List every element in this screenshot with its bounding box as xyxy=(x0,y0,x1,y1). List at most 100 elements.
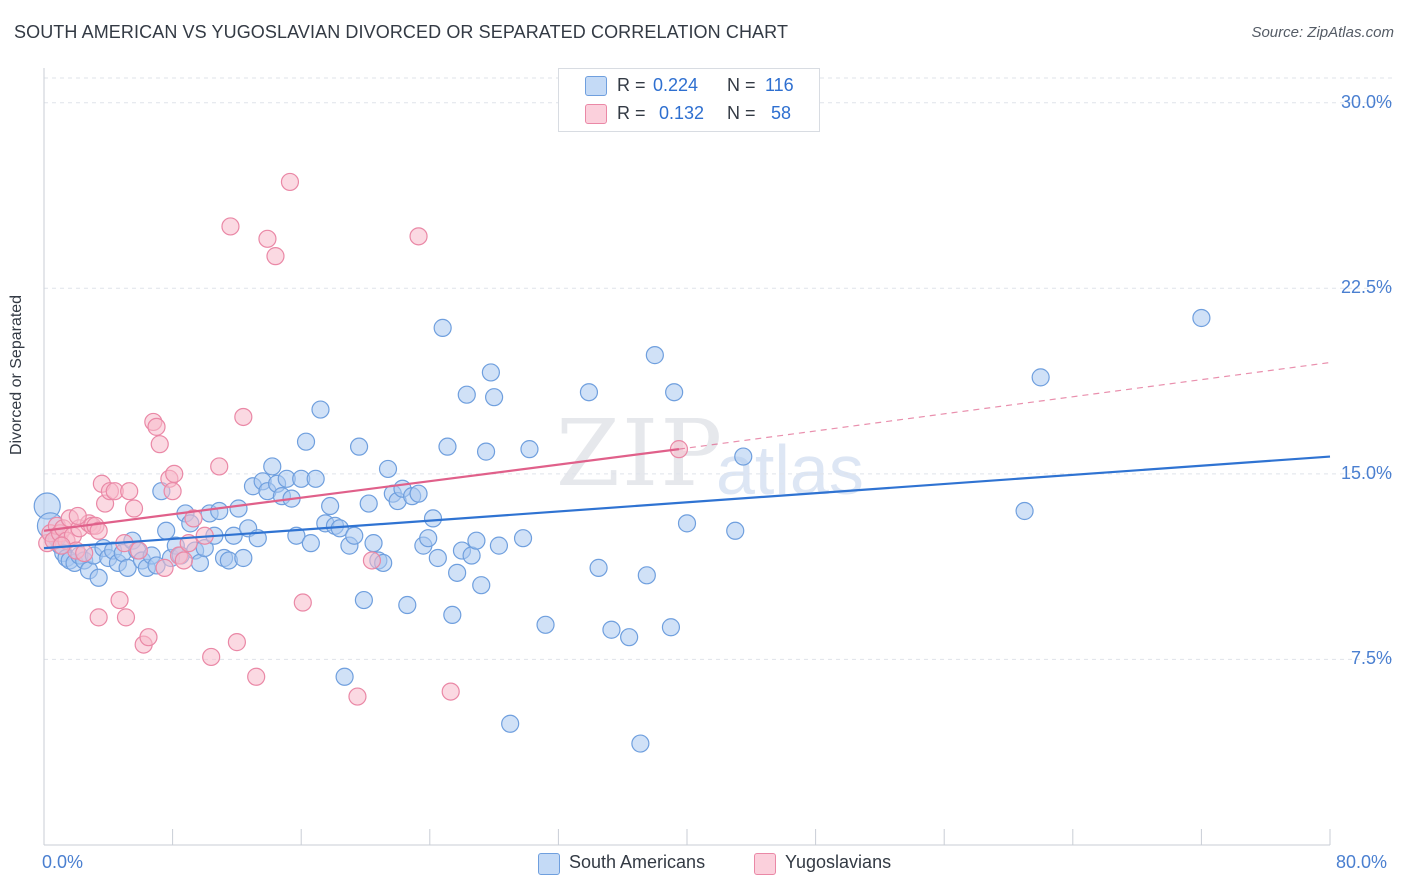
legend-swatch-pink xyxy=(585,104,607,124)
yugoslavians-point-48 xyxy=(280,172,300,192)
legend-n-label: N = xyxy=(727,103,756,123)
south-americans-point-27 xyxy=(157,521,176,540)
trend-lines xyxy=(43,361,1331,550)
south-americans-point-97 xyxy=(501,714,520,733)
yugoslavians-point-45 xyxy=(247,667,266,686)
south-americans-point-111 xyxy=(726,521,745,540)
yugoslavians-point-34 xyxy=(174,551,193,570)
south-americans-point-109 xyxy=(677,514,697,533)
bottom-legend-swatch-pink xyxy=(754,853,776,875)
yugoslavians-point-28 xyxy=(147,417,166,436)
south-americans-point-106 xyxy=(645,346,664,365)
south-americans-point-13 xyxy=(89,568,108,587)
yugoslavians-point-30 xyxy=(155,558,174,577)
yugoslavians-point-23 xyxy=(124,499,144,518)
south-americans-point-89 xyxy=(457,385,476,404)
south-americans-point-113 xyxy=(1031,368,1050,387)
yugoslavians-point-57 xyxy=(163,482,182,501)
south-americans-point-67 xyxy=(349,437,369,456)
south-americans-point-104 xyxy=(620,628,639,647)
yugoslavians-point-37 xyxy=(89,608,108,627)
x-tick-min: 0.0% xyxy=(42,852,84,872)
south-americans-point-73 xyxy=(378,459,398,479)
south-americans-point-101 xyxy=(579,383,599,402)
south-americans-point-115 xyxy=(1192,308,1211,328)
yugoslavians-point-36 xyxy=(184,509,203,528)
source-attribution: Source: ZipAtlas.com xyxy=(1251,24,1394,41)
south-americans-point-91 xyxy=(467,531,486,550)
south-americans-point-82 xyxy=(423,509,443,528)
south-americans-point-87 xyxy=(448,563,467,582)
yugoslavians-point-32 xyxy=(165,464,184,483)
grid-lines xyxy=(44,77,1392,660)
south-americans-point-83 xyxy=(428,548,447,568)
trend-line-south-americans xyxy=(43,455,1331,550)
south-americans-point-84 xyxy=(433,318,452,337)
y-tick-label-1: 15.0% xyxy=(1340,462,1392,483)
yugoslavians-point-42 xyxy=(221,217,240,236)
south-americans-point-92 xyxy=(472,576,491,595)
yugoslavians-point-46 xyxy=(258,229,277,248)
south-americans-point-42 xyxy=(229,499,248,518)
yugoslavians-point-41 xyxy=(210,457,229,476)
yugoslavians-point-51 xyxy=(362,551,382,570)
legend-r-label: R = xyxy=(617,103,646,123)
yugoslavians-point-56 xyxy=(68,506,87,526)
south-americans-point-110 xyxy=(631,734,650,753)
south-americans-point-38 xyxy=(210,501,229,521)
south-americans-point-85 xyxy=(438,437,457,456)
legend-stats: R = 0.224 N = 116 R = 0.132 N = 58 xyxy=(558,68,820,132)
south-americans-point-112 xyxy=(734,447,753,466)
south-americans-point-105 xyxy=(637,566,656,585)
yugoslavians-point-50 xyxy=(348,687,367,706)
south-americans-point-102 xyxy=(589,558,608,577)
y-tick-label-2: 22.5% xyxy=(1340,277,1392,298)
south-americans-point-64 xyxy=(335,667,354,686)
south-americans-point-66 xyxy=(345,526,364,545)
yugoslavians-point-38 xyxy=(116,608,136,627)
yugoslavians-point-47 xyxy=(266,247,285,266)
legend-r-value: 0.132 xyxy=(659,103,705,123)
south-americans-point-58 xyxy=(306,469,325,488)
axes xyxy=(43,68,1331,846)
south-americans-point-49 xyxy=(263,457,282,476)
south-americans-point-93 xyxy=(476,442,496,461)
bottom-legend-label: Yugoslavians xyxy=(785,852,892,872)
yugoslavians-point-20 xyxy=(110,590,129,610)
series-south-americans xyxy=(33,308,1211,753)
south-americans-point-57 xyxy=(301,534,320,553)
south-americans-point-100 xyxy=(536,615,555,634)
yugoslavians-point-52 xyxy=(409,227,428,246)
south-americans-point-43 xyxy=(234,548,253,568)
legend-n-value: 58 xyxy=(771,103,792,123)
south-americans-point-81 xyxy=(419,529,438,548)
south-americans-point-61 xyxy=(321,496,340,516)
trend-line-yugoslavians xyxy=(43,448,680,532)
x-tick-max: 80.0% xyxy=(1336,852,1388,872)
y-tick-label-0: 7.5% xyxy=(1350,648,1392,669)
south-americans-point-59 xyxy=(311,400,330,419)
trend-line-yugoslavians-extension xyxy=(678,361,1331,450)
south-americans-point-19 xyxy=(118,558,137,577)
yugoslavians-point-15 xyxy=(89,521,108,540)
legend-n-value: 116 xyxy=(765,75,794,95)
south-americans-point-98 xyxy=(513,529,533,548)
south-americans-point-77 xyxy=(398,595,417,615)
south-americans-point-94 xyxy=(481,363,500,382)
yugoslavians-point-40 xyxy=(202,647,221,667)
legend-n-label: N = xyxy=(727,75,756,95)
yugoslavians-point-11 xyxy=(75,543,94,563)
legend-r-label: R = xyxy=(617,75,646,95)
south-americans-point-114 xyxy=(1015,501,1034,521)
south-americans-point-68 xyxy=(354,590,373,610)
legend-swatch-blue xyxy=(585,76,607,96)
yugoslavians-point-49 xyxy=(293,593,312,612)
yugoslavians-point-26 xyxy=(139,628,158,647)
yugoslavians-point-44 xyxy=(234,407,253,427)
yugoslavians-point-22 xyxy=(120,482,139,501)
south-americans-point-69 xyxy=(359,494,378,513)
south-americans-point-70 xyxy=(364,534,383,553)
series-yugoslavians xyxy=(38,172,689,706)
south-americans-point-108 xyxy=(665,383,684,402)
